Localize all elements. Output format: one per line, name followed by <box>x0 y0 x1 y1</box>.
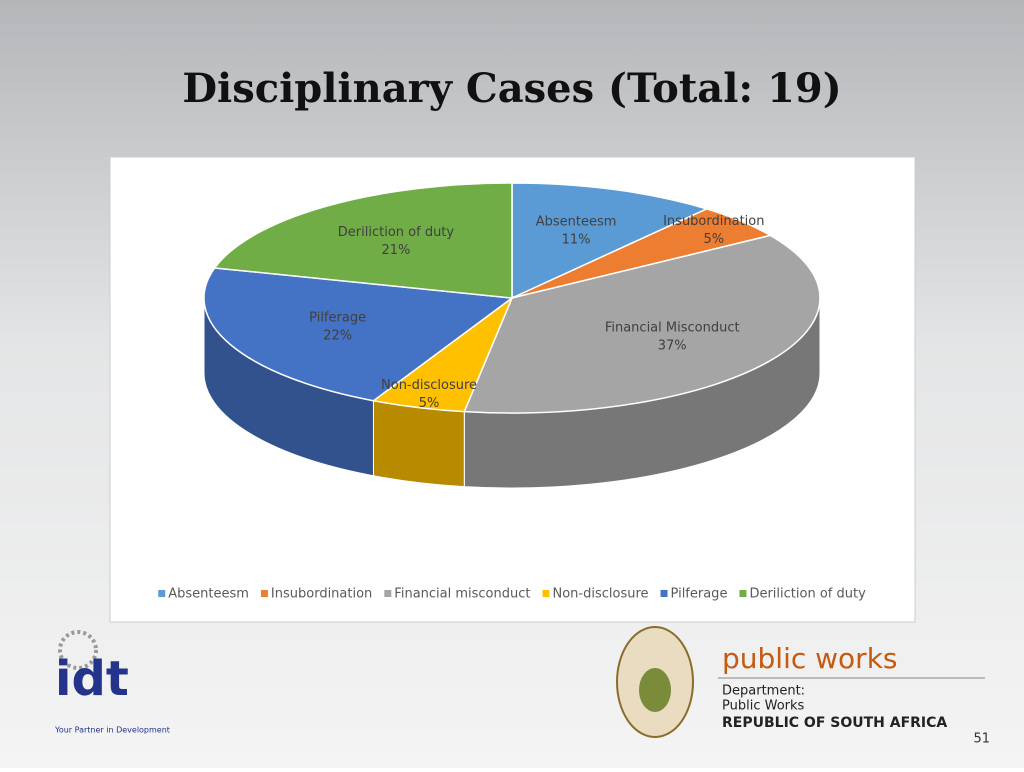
legend-swatch <box>739 590 747 597</box>
legend-label: Absenteesm <box>168 587 249 602</box>
legend-swatch <box>384 590 392 597</box>
pw-logo: public works Department: Public Works RE… <box>616 626 985 738</box>
pie-slice <box>511 182 709 300</box>
pie-slice <box>213 182 513 299</box>
slice-value-label: 5% <box>419 396 440 411</box>
slice-label: Insubordination <box>663 214 764 229</box>
pw-line2: Public Works <box>722 699 805 714</box>
legend-swatch <box>158 590 166 597</box>
pw-line1: Department: <box>722 684 805 699</box>
pw-line3: REPUBLIC OF SOUTH AFRICA <box>722 715 947 731</box>
slice-value-label: 21% <box>381 243 410 258</box>
legend-label: Insubordination <box>271 587 372 602</box>
idt-logo-text: idt <box>55 651 129 707</box>
pie-slice-side <box>372 400 465 488</box>
slice-label: Absenteesm <box>536 214 617 229</box>
pie-slice <box>203 267 515 402</box>
slice-label: Financial Misconduct <box>605 320 740 335</box>
legend-label: Non-disclosure <box>552 587 648 602</box>
logo-sun <box>58 630 98 670</box>
pie-slice <box>463 234 821 414</box>
legend: Absenteesm Insubordination Financial misco… <box>158 587 866 602</box>
idt-logo: idt Your Partner in Development <box>54 630 170 735</box>
slice-value-label: 11% <box>562 232 591 247</box>
idt-tagline: Your Partner in Development <box>54 726 170 735</box>
legend-label: Financial misconduct <box>394 587 530 602</box>
legend-swatch <box>660 590 668 597</box>
slide-title: Disciplinary Cases (Total: 19) <box>182 65 841 112</box>
slice-value-label: 37% <box>658 338 687 353</box>
slice-label: Deriliction of duty <box>338 225 455 240</box>
slice-value-label: 22% <box>323 329 352 344</box>
coat-of-arms-shield <box>639 668 671 712</box>
page-number: 51 <box>973 732 990 747</box>
pie <box>203 182 821 489</box>
pw-title: public works <box>722 642 898 675</box>
slice-label: Pilferage <box>309 311 366 326</box>
legend-swatch <box>542 590 550 597</box>
legend-label: Deriliction of duty <box>749 587 866 602</box>
legend-label: Pilferage <box>671 587 728 602</box>
slice-value-label: 5% <box>703 232 724 247</box>
legend-swatch <box>260 590 268 597</box>
slice-label: Non-disclosure <box>381 378 477 393</box>
